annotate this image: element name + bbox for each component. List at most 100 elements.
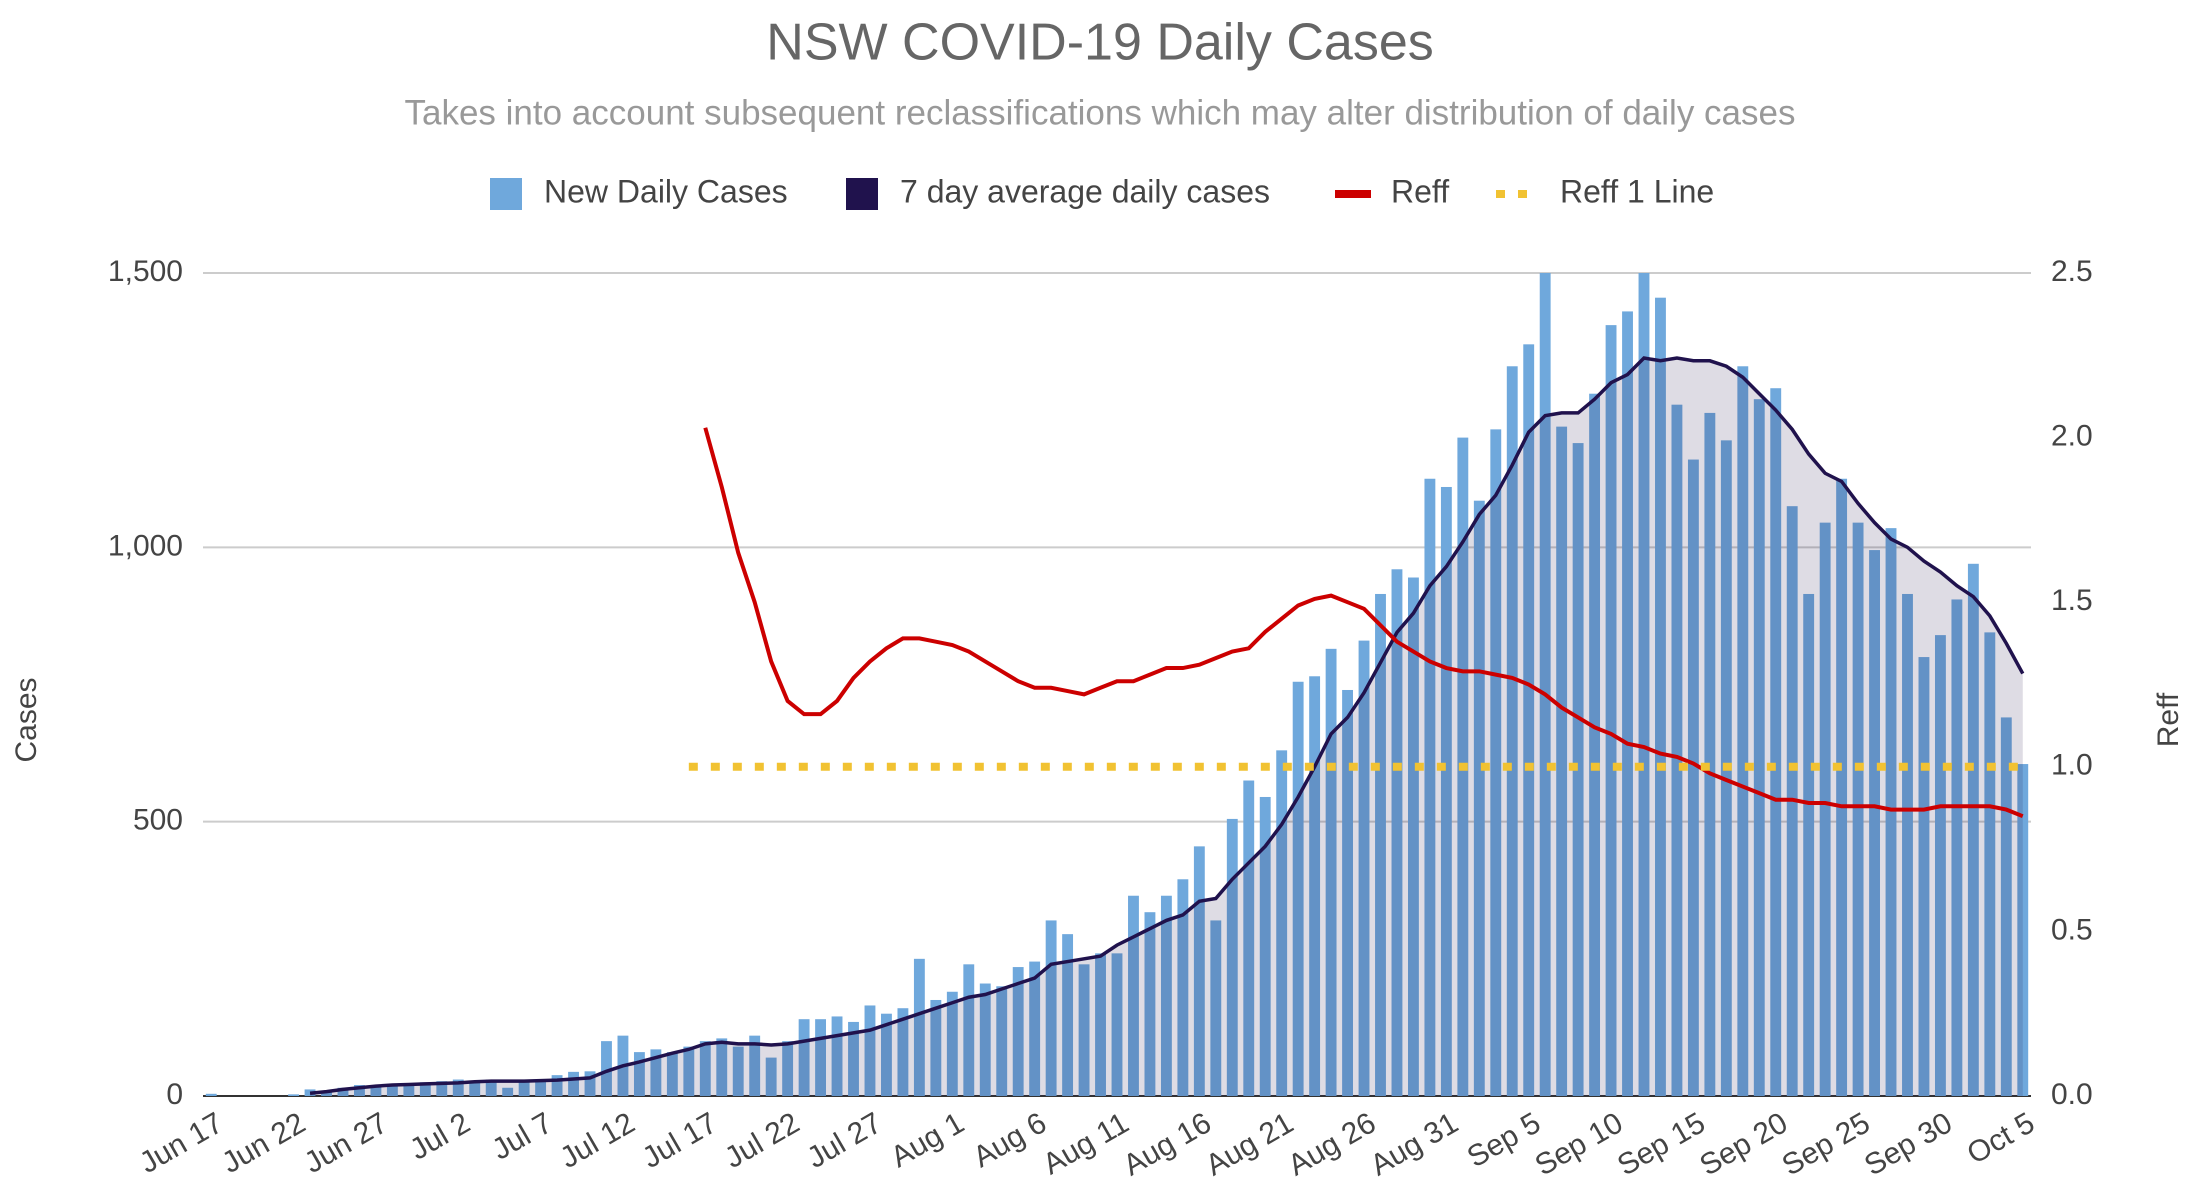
bar — [1193, 846, 1205, 1096]
y-tick-label: 500 — [133, 804, 183, 837]
bar — [1111, 953, 1123, 1096]
bar — [979, 983, 991, 1096]
x-tick-label: Aug 21 — [1200, 1106, 1299, 1182]
x-tick-label: Jun 27 — [299, 1106, 394, 1180]
y2-axis-label: Reff — [2152, 692, 2185, 747]
y2-tick-label: 1.0 — [2051, 749, 2093, 782]
line — [703, 427, 2024, 819]
bar — [633, 1052, 645, 1096]
bar — [1638, 273, 1650, 1096]
y2-tick-label: 1.5 — [2051, 584, 2093, 617]
legend-label: 7 day average daily cases — [900, 173, 1270, 209]
bar — [1902, 593, 1913, 1096]
bar — [1128, 895, 1139, 1096]
bar — [1095, 953, 1106, 1096]
bar — [1045, 920, 1057, 1096]
bar — [1276, 750, 1288, 1096]
bar — [1325, 648, 1337, 1096]
bar — [1770, 388, 1782, 1097]
bar — [1292, 681, 1304, 1096]
bar — [1753, 399, 1765, 1096]
x-tick-label: Sep 20 — [1694, 1106, 1793, 1182]
bar — [288, 1094, 300, 1096]
bar — [1704, 412, 1716, 1096]
x-tick-label: Aug 16 — [1118, 1106, 1217, 1182]
bar — [1852, 522, 1864, 1096]
bar — [584, 1071, 596, 1096]
x-tick-label: Aug 6 — [968, 1106, 1052, 1174]
bar — [1210, 920, 1222, 1096]
bar — [1177, 879, 1189, 1096]
bar — [535, 1079, 547, 1096]
bar — [485, 1079, 497, 1096]
y-tick-label: 1,500 — [108, 255, 183, 288]
bar — [337, 1087, 349, 1096]
bar — [1687, 459, 1699, 1097]
bar — [1539, 273, 1551, 1096]
bar — [1358, 640, 1370, 1096]
bar — [1342, 689, 1353, 1096]
bar — [1078, 964, 1090, 1096]
bar — [469, 1080, 481, 1096]
bar — [321, 1092, 332, 1096]
bar — [1836, 478, 1848, 1096]
bar — [1490, 429, 1502, 1096]
x-tick-label: Sep 30 — [1859, 1106, 1958, 1182]
bar — [1391, 569, 1403, 1096]
x-tick-label: Oct 5 — [1962, 1106, 2041, 1170]
bar — [1803, 593, 1815, 1096]
bar — [1440, 486, 1452, 1097]
y2-tick-label: 0.0 — [2051, 1078, 2093, 1111]
bar — [765, 1057, 777, 1096]
bar — [716, 1038, 728, 1096]
bar — [650, 1049, 662, 1096]
area — [310, 358, 2023, 1096]
bar — [897, 1008, 909, 1096]
x-tick-label: Jul 7 — [487, 1106, 558, 1166]
bar — [370, 1086, 382, 1096]
x-tick-label: Jul 12 — [555, 1106, 641, 1175]
bar — [1951, 599, 1963, 1096]
bar — [881, 1013, 892, 1096]
bar — [699, 1041, 711, 1096]
bar — [683, 1046, 695, 1096]
bar — [1885, 528, 1897, 1096]
y-tick-label: 0 — [166, 1078, 183, 1111]
bar — [1572, 443, 1584, 1096]
x-tick-label: Jul 22 — [719, 1106, 805, 1175]
legend-swatch — [490, 178, 522, 210]
chart-title: NSW COVID-19 Daily Cases — [766, 14, 1433, 72]
bar — [1309, 676, 1321, 1096]
bar — [601, 1041, 612, 1096]
bar — [1984, 632, 1996, 1096]
bar — [1029, 961, 1041, 1096]
legend-swatch — [846, 178, 878, 210]
bar — [403, 1085, 415, 1096]
bar — [996, 986, 1008, 1096]
bar — [732, 1046, 744, 1096]
x-tick-label: Jun 17 — [134, 1106, 229, 1180]
bar — [1819, 522, 1831, 1096]
bar — [930, 999, 942, 1096]
bar — [568, 1071, 579, 1096]
bar — [2000, 717, 2012, 1096]
bar — [963, 964, 975, 1096]
bar — [1918, 657, 1930, 1096]
bar — [1144, 912, 1156, 1096]
bar — [1424, 478, 1436, 1096]
bar — [848, 1021, 859, 1096]
bar — [1671, 404, 1683, 1096]
x-tick-label: Sep 5 — [1462, 1106, 1546, 1174]
bar — [864, 1005, 876, 1096]
bar — [1160, 895, 1172, 1096]
x-tick-label: Jul 27 — [802, 1106, 888, 1175]
bar — [798, 1019, 810, 1096]
bar — [1523, 344, 1535, 1096]
x-tick-label: Sep 15 — [1612, 1106, 1711, 1182]
bar — [502, 1087, 514, 1096]
bar — [1869, 550, 1880, 1096]
bar — [1622, 311, 1633, 1096]
legend-label: New Daily Cases — [544, 173, 788, 209]
bar — [551, 1075, 563, 1096]
